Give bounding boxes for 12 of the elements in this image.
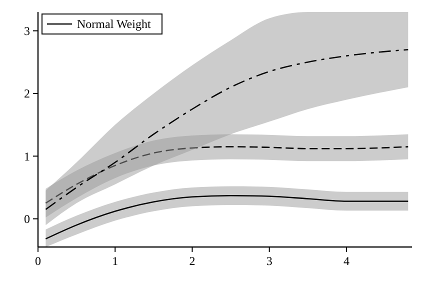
y-tick-label: 3 xyxy=(24,24,30,38)
line-series xyxy=(45,194,409,240)
line-series xyxy=(45,48,409,210)
legend-label: Normal Weight xyxy=(77,17,152,32)
x-tick-label: 1 xyxy=(112,254,118,268)
x-tick-label: 3 xyxy=(266,254,272,268)
x-tick-label: 2 xyxy=(189,254,196,268)
y-tick-label: 1 xyxy=(24,149,30,164)
x-tick-label: 4 xyxy=(343,254,350,268)
x-tick-label: 0 xyxy=(35,254,41,268)
y-tick-label: 0 xyxy=(24,212,30,226)
y-tick-label: 2 xyxy=(24,86,30,101)
